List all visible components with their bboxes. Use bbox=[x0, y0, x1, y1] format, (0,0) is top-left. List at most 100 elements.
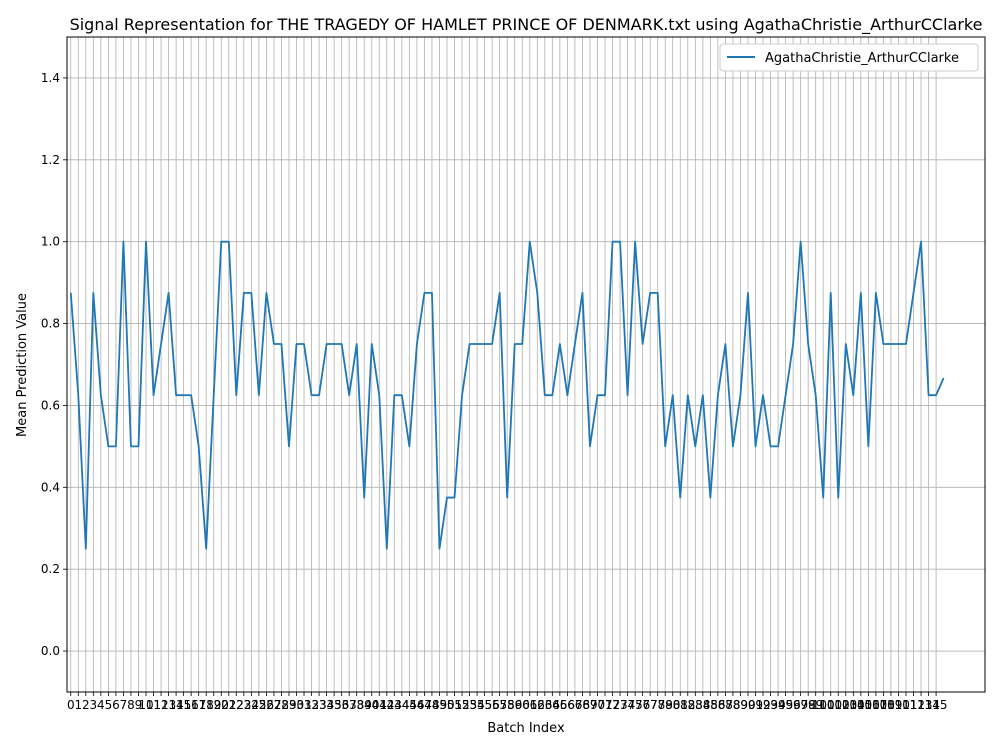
x-tick-label: 70 bbox=[590, 698, 605, 712]
chart-title: Signal Representation for THE TRAGEDY OF… bbox=[70, 15, 983, 35]
x-tick-label: 106 bbox=[857, 698, 880, 712]
x-tick-label: 27 bbox=[266, 698, 281, 712]
x-tick-label: 58 bbox=[500, 698, 515, 712]
x-tick-label: 45 bbox=[402, 698, 417, 712]
x-tick-label: 65 bbox=[552, 698, 567, 712]
x-tick-label: 11 bbox=[146, 698, 161, 712]
x-tick-label: 49 bbox=[432, 698, 447, 712]
x-tick-label: 74 bbox=[620, 698, 635, 712]
x-tick-label: 60 bbox=[515, 698, 530, 712]
x-tick-label: 55 bbox=[477, 698, 492, 712]
x-tick-label: 16 bbox=[184, 698, 199, 712]
x-tick-label: 97 bbox=[793, 698, 808, 712]
x-tick-label: 81 bbox=[673, 698, 688, 712]
x-ticks: 0 1 2 3 4 5 6 7 8 9101112131415161718192021222324… bbox=[67, 692, 948, 712]
x-tick-label: 52 bbox=[454, 698, 469, 712]
x-tick-label: 84 bbox=[695, 698, 710, 712]
x-tick-label: 62 bbox=[530, 698, 545, 712]
x-tick-label: 77 bbox=[643, 698, 658, 712]
x-tick-label: 114 bbox=[917, 698, 940, 712]
series-line bbox=[69, 240, 945, 550]
x-tick-label: 12 bbox=[153, 698, 168, 712]
x-tick-label: 20 bbox=[214, 698, 229, 712]
x-tick-label: 6 bbox=[112, 698, 120, 712]
x-tick-label: 33 bbox=[311, 698, 326, 712]
x-tick-label: 59 bbox=[507, 698, 522, 712]
y-ticks: 0.0 0.2 0.4 0.6 0.8 1.0 1.2 1.4 bbox=[41, 71, 67, 658]
y-tick-label: 0.6 bbox=[41, 398, 60, 412]
x-tick-label: 112 bbox=[902, 698, 925, 712]
y-tick-label: 1.0 bbox=[41, 235, 60, 249]
x-tick-label: 91 bbox=[748, 698, 763, 712]
x-tick-label: 67 bbox=[567, 698, 582, 712]
x-tick-label: 3 bbox=[90, 698, 98, 712]
x-tick-label: 78 bbox=[650, 698, 665, 712]
x-tick-label: 30 bbox=[289, 698, 304, 712]
x-tick-label: 25 bbox=[251, 698, 266, 712]
x-tick-label: 29 bbox=[281, 698, 296, 712]
x-tick-label: 41 bbox=[372, 698, 387, 712]
x-tick-label: 71 bbox=[597, 698, 612, 712]
plot-frame bbox=[66, 36, 986, 693]
x-tick-label: 36 bbox=[334, 698, 349, 712]
x-tick-label: 113 bbox=[910, 698, 933, 712]
x-tick-label: 50 bbox=[439, 698, 454, 712]
y-tick-label: 0.2 bbox=[41, 562, 60, 576]
x-tick-label: 14 bbox=[168, 698, 183, 712]
x-tick-label: 61 bbox=[522, 698, 537, 712]
y-axis-label: Mean Prediction Value bbox=[15, 293, 30, 437]
x-tick-label: 7 bbox=[120, 698, 128, 712]
x-tick-label: 22 bbox=[229, 698, 244, 712]
x-tick-label: 82 bbox=[680, 698, 695, 712]
x-tick-label: 24 bbox=[244, 698, 259, 712]
x-tick-label: 109 bbox=[879, 698, 902, 712]
y-tick-label: 1.4 bbox=[41, 71, 60, 85]
x-tick-label: 56 bbox=[484, 698, 499, 712]
x-tick-label: 100 bbox=[812, 698, 835, 712]
x-tick-label: 104 bbox=[842, 698, 865, 712]
x-tick-label: 9 bbox=[135, 698, 143, 712]
x-tick-label: 93 bbox=[763, 698, 778, 712]
x-tick-label: 46 bbox=[409, 698, 424, 712]
x-tick-label: 86 bbox=[710, 698, 725, 712]
x-tick-label: 103 bbox=[834, 698, 857, 712]
x-tick-label: 90 bbox=[740, 698, 755, 712]
x-tick-label: 13 bbox=[161, 698, 176, 712]
x-tick-label: 15 bbox=[176, 698, 191, 712]
x-tick-label: 37 bbox=[342, 698, 357, 712]
x-tick-label: 107 bbox=[864, 698, 887, 712]
x-tick-label: 48 bbox=[424, 698, 439, 712]
x-tick-label: 96 bbox=[785, 698, 800, 712]
x-tick-label: 8 bbox=[127, 698, 135, 712]
x-tick-label: 28 bbox=[274, 698, 289, 712]
x-tick-label: 34 bbox=[319, 698, 334, 712]
x-tick-label: 72 bbox=[605, 698, 620, 712]
x-tick-label: 43 bbox=[387, 698, 402, 712]
x-tick-label: 108 bbox=[872, 698, 895, 712]
x-tick-label: 63 bbox=[537, 698, 552, 712]
x-tick-label: 0 bbox=[67, 698, 75, 712]
x-tick-label: 69 bbox=[582, 698, 597, 712]
x-tick-label: 40 bbox=[364, 698, 379, 712]
x-tick-label: 115 bbox=[925, 698, 948, 712]
x-tick-label: 42 bbox=[379, 698, 394, 712]
x-tick-label: 47 bbox=[417, 698, 432, 712]
x-tick-label: 4 bbox=[97, 698, 105, 712]
x-tick-label: 87 bbox=[718, 698, 733, 712]
x-tick-label: 79 bbox=[658, 698, 673, 712]
x-tick-label: 23 bbox=[236, 698, 251, 712]
x-tick-label: 44 bbox=[394, 698, 409, 712]
x-tick-label: 2 bbox=[82, 698, 90, 712]
x-tick-label: 31 bbox=[296, 698, 311, 712]
x-tick-label: 39 bbox=[357, 698, 372, 712]
x-tick-label: 21 bbox=[221, 698, 236, 712]
x-tick-label: 35 bbox=[326, 698, 341, 712]
x-tick-label: 32 bbox=[304, 698, 319, 712]
x-tick-label: 1 bbox=[74, 698, 82, 712]
x-tick-label: 66 bbox=[560, 698, 575, 712]
x-tick-label: 105 bbox=[849, 698, 872, 712]
x-tick-label: 80 bbox=[665, 698, 680, 712]
x-axis-label: Batch Index bbox=[487, 721, 565, 736]
x-tick-label: 51 bbox=[447, 698, 462, 712]
